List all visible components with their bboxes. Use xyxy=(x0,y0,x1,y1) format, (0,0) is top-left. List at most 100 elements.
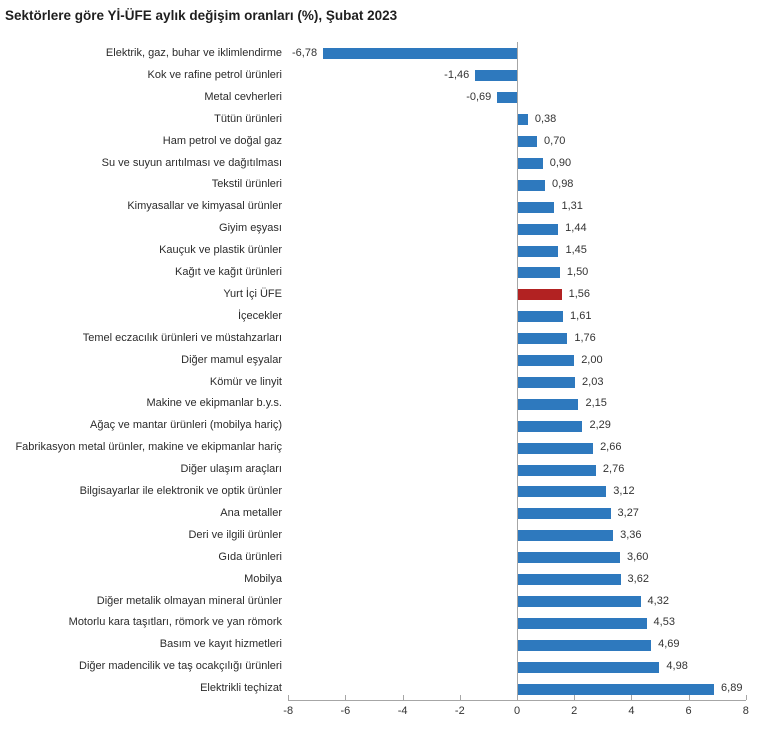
bar xyxy=(323,48,517,60)
category-label: Motorlu kara taşıtları, römork ve yan rö… xyxy=(68,616,282,629)
x-axis-tick-label: 6 xyxy=(685,705,692,717)
bar xyxy=(517,179,546,191)
value-label: -0,69 xyxy=(466,90,492,103)
value-label: 1,76 xyxy=(574,331,596,344)
bar xyxy=(517,530,614,542)
category-label: Elektrikli teçhizat xyxy=(200,682,282,695)
value-label: 3,12 xyxy=(613,485,635,497)
bar xyxy=(517,420,583,432)
value-label: 1,31 xyxy=(561,200,583,213)
value-label: 6,89 xyxy=(721,682,743,695)
x-axis-tick xyxy=(574,695,576,700)
bar xyxy=(517,661,660,673)
bar xyxy=(517,683,715,695)
category-label: Mobilya xyxy=(244,572,282,585)
category-label: Ana metaller xyxy=(220,506,282,519)
x-axis-tick-label: -2 xyxy=(454,705,465,717)
category-label: Metal cevherleri xyxy=(204,90,282,103)
category-label: Tütün ürünleri xyxy=(214,112,282,125)
category-label: Kok ve rafine petrol ürünleri xyxy=(147,68,282,81)
category-label: Basım ve kayıt hizmetleri xyxy=(159,638,282,651)
value-label: 2,03 xyxy=(582,375,604,388)
category-label: Bilgisayarlar ile elektronik ve optik ür… xyxy=(79,485,282,497)
category-label: Kimyasallar ve kimyasal ürünler xyxy=(127,200,282,213)
category-label: Temel eczacılık ürünleri ve müstahzarlar… xyxy=(82,331,282,344)
bar xyxy=(517,333,568,345)
value-label: 0,70 xyxy=(544,134,566,147)
bar xyxy=(517,574,621,586)
value-label: 1,50 xyxy=(566,266,589,278)
value-label: 0,38 xyxy=(534,112,557,125)
value-label: 1,56 xyxy=(568,287,591,300)
bar xyxy=(517,486,607,498)
category-label: Diğer mamul eşyalar xyxy=(181,353,282,366)
bar xyxy=(517,464,596,476)
x-axis-tick-label: 2 xyxy=(571,705,578,717)
category-label: Deri ve ilgili ürünler xyxy=(188,528,282,541)
bar xyxy=(517,552,620,564)
value-label: 1,44 xyxy=(565,222,587,235)
category-label: Yurt İçi ÜFE xyxy=(223,287,282,300)
bar xyxy=(517,245,559,257)
x-axis-tick-label: 0 xyxy=(513,705,521,717)
category-label: Diğer ulaşım araçları xyxy=(180,463,282,476)
chart-title: Sektörlere göre Yİ-ÜFE aylık değişim ora… xyxy=(5,8,398,23)
value-label: 3,36 xyxy=(620,528,642,541)
x-axis-line xyxy=(288,700,746,701)
bar xyxy=(475,70,517,82)
bar xyxy=(517,442,594,454)
bar xyxy=(517,595,641,607)
category-label: İçecekler xyxy=(237,309,282,322)
x-axis-tick-label: -4 xyxy=(397,705,408,717)
category-label: Kömür ve linyit xyxy=(209,375,282,388)
value-label: 0,90 xyxy=(549,156,572,169)
value-label: 3,27 xyxy=(617,506,639,519)
x-axis-tick-label: -8 xyxy=(283,705,294,717)
bar xyxy=(517,201,555,213)
x-axis-tick xyxy=(288,695,290,700)
bar xyxy=(517,114,528,126)
value-label: 4,53 xyxy=(653,616,675,629)
value-label: 3,60 xyxy=(626,550,649,563)
value-label: 2,00 xyxy=(581,353,603,366)
bar xyxy=(517,398,579,410)
value-label: 2,29 xyxy=(589,419,611,432)
bar xyxy=(517,311,564,323)
value-label: 0,98 xyxy=(552,178,574,191)
zero-axis-line xyxy=(517,42,518,700)
category-label: Ağaç ve mantar ürünleri (mobilya hariç) xyxy=(90,419,282,432)
category-label: Su ve suyun arıtılması ve dağıtılması xyxy=(101,156,282,169)
category-label: Diğer metalik olmayan mineral ürünler xyxy=(96,594,282,607)
bar xyxy=(517,639,652,651)
category-label: Diğer madencilik ve taş ocakçılığı ürünl… xyxy=(79,660,282,673)
category-label: Giyim eşyası xyxy=(219,222,282,235)
bar xyxy=(517,157,543,169)
x-axis-tick xyxy=(688,695,690,700)
category-label: Tekstil ürünleri xyxy=(211,178,282,191)
value-label: -6,78 xyxy=(292,47,318,59)
x-axis-tick xyxy=(745,695,747,700)
x-axis-tick xyxy=(631,695,633,700)
value-label: 4,69 xyxy=(658,638,680,651)
x-axis-tick xyxy=(459,695,461,700)
value-label: -1,46 xyxy=(444,68,470,81)
category-label: Fabrikasyon metal ürünler, makine ve eki… xyxy=(15,441,282,454)
value-label: 4,98 xyxy=(666,660,688,673)
x-axis-tick xyxy=(402,695,404,700)
bar-highlight xyxy=(517,289,562,301)
value-label: 2,15 xyxy=(585,397,607,410)
bar xyxy=(517,617,647,629)
bar xyxy=(517,136,538,148)
category-label: Ham petrol ve doğal gaz xyxy=(162,134,282,147)
value-label: 1,61 xyxy=(570,309,592,322)
bar xyxy=(517,355,575,367)
category-label: Elektrik, gaz, buhar ve iklimlendirme xyxy=(105,47,282,59)
value-label: 3,62 xyxy=(627,572,649,585)
x-axis-tick xyxy=(517,695,518,700)
category-label: Makine ve ekipmanlar b.y.s. xyxy=(146,397,282,410)
x-axis-tick-label: 4 xyxy=(628,705,635,717)
value-label: 2,76 xyxy=(602,463,625,476)
category-label: Kauçuk ve plastik ürünler xyxy=(159,244,282,257)
x-axis-tick-label: -6 xyxy=(340,705,351,717)
